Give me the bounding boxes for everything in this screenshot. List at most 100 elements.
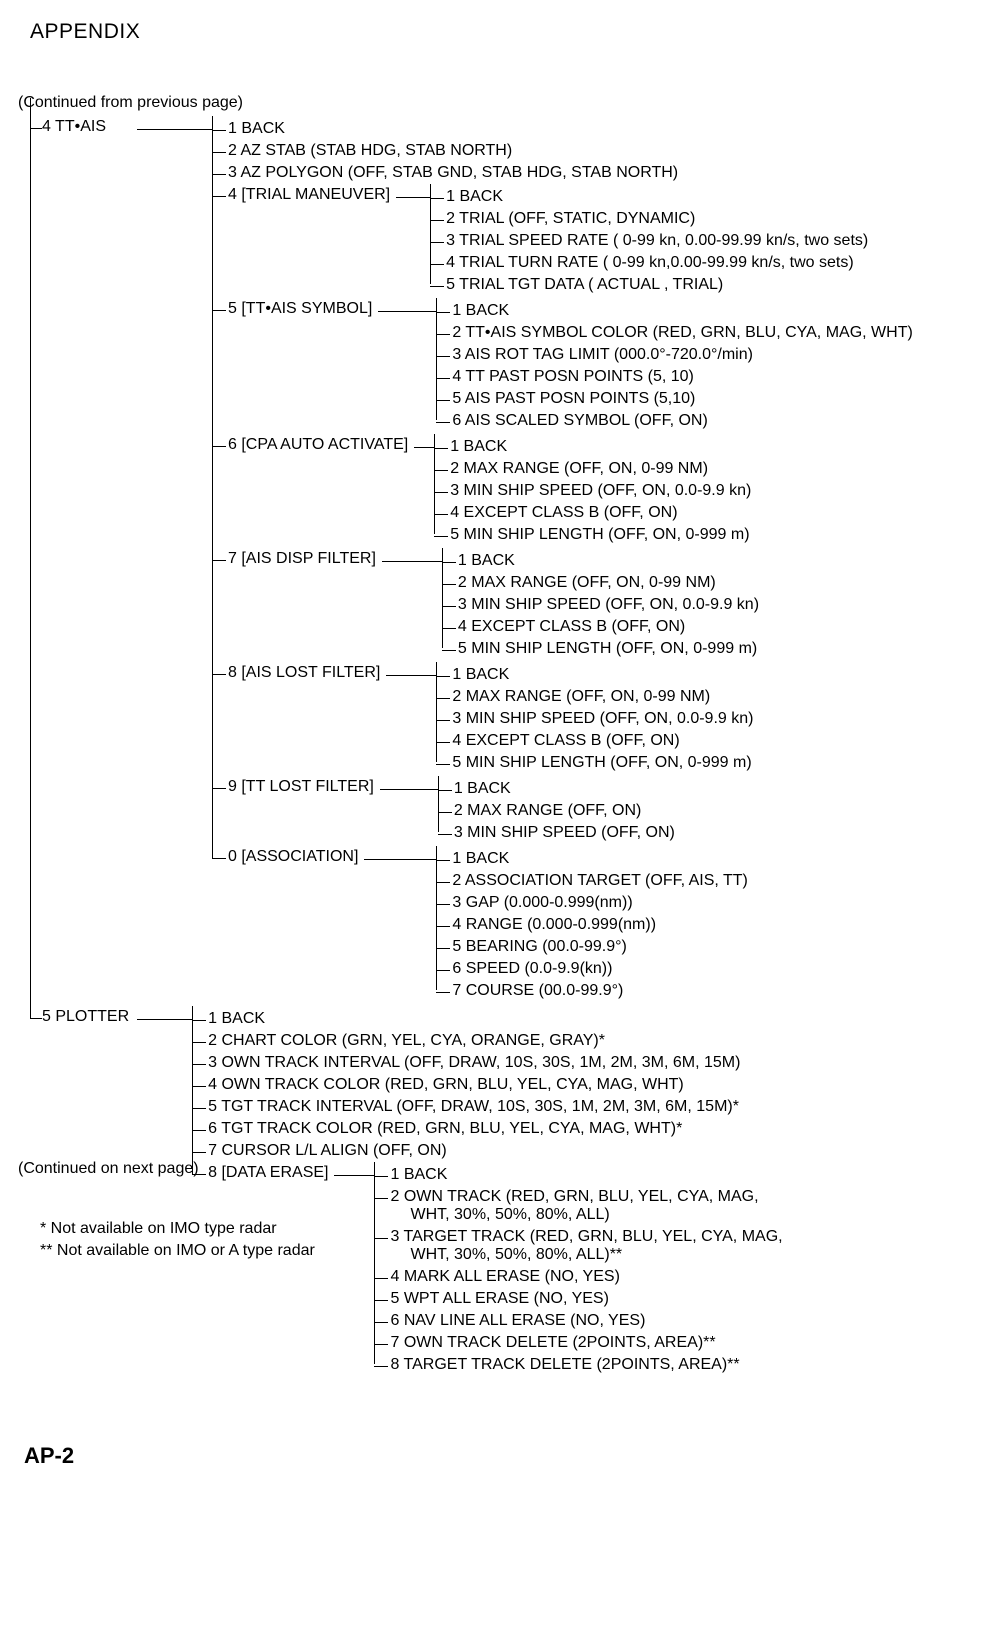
- tree-item: 3 OWN TRACK INTERVAL (OFF, DRAW, 10S, 30…: [208, 1052, 782, 1074]
- tree-leaf: 1 BACK: [452, 302, 912, 320]
- tree-item: 1 BACK: [458, 550, 759, 572]
- tree-item: 2 MAX RANGE (OFF, ON): [454, 800, 675, 822]
- tree-connector: [386, 664, 436, 676]
- tree-item: 3 TRIAL SPEED RATE ( 0-99 kn, 0.00-99.99…: [446, 230, 868, 252]
- tree-leaf: 2 ASSOCIATION TARGET (OFF, AIS, TT): [452, 872, 747, 890]
- tree-root-label: 5 PLOTTER: [42, 1008, 137, 1026]
- tree-item: 0 [ASSOCIATION]1 BACK2 ASSOCIATION TARGE…: [228, 846, 913, 1004]
- tree-leaf: 4 RANGE (0.000-0.999(nm)): [452, 916, 747, 934]
- tree-item: 7 [AIS DISP FILTER]1 BACK2 MAX RANGE (OF…: [228, 548, 913, 662]
- tree-branch-label: 8 [AIS LOST FILTER]: [228, 664, 386, 682]
- tree-item: 3 AZ POLYGON (OFF, STAB GND, STAB HDG, S…: [228, 162, 913, 184]
- tree-item: 2 MAX RANGE (OFF, ON, 0-99 NM): [452, 686, 753, 708]
- tree-leaf: 4 EXCEPT CLASS B (OFF, ON): [452, 732, 753, 750]
- tree-leaf: 2 MAX RANGE (OFF, ON, 0-99 NM): [452, 688, 753, 706]
- tree-item: 1 BACK: [450, 436, 751, 458]
- tree-children: 1 BACK 2 AZ STAB (STAB HDG, STAB NORTH) 3 …: [212, 118, 913, 1004]
- tree-leaf: 7 COURSE (00.0-99.9°): [452, 982, 747, 1000]
- tree-item: 4 RANGE (0.000-0.999(nm)): [452, 914, 747, 936]
- tree-item: 2 AZ STAB (STAB HDG, STAB NORTH): [228, 140, 913, 162]
- tree-item: 5 AIS PAST POSN POINTS (5,10): [452, 388, 912, 410]
- tree-leaf: 6 SPEED (0.0-9.9(kn)): [452, 960, 747, 978]
- tree-leaf: 2 TT•AIS SYMBOL COLOR (RED, GRN, BLU, CY…: [452, 324, 912, 342]
- tree-connector: [137, 118, 212, 130]
- tree-leaf: 6 AIS SCALED SYMBOL (OFF, ON): [452, 412, 912, 430]
- tree-leaf: 3 TRIAL SPEED RATE ( 0-99 kn, 0.00-99.99…: [446, 232, 868, 250]
- tree-item: 2 TT•AIS SYMBOL COLOR (RED, GRN, BLU, CY…: [452, 322, 912, 344]
- tree-item: 5 MIN SHIP LENGTH (OFF, ON, 0-999 m): [458, 638, 759, 660]
- tree-item: 2 TRIAL (OFF, STATIC, DYNAMIC): [446, 208, 868, 230]
- tree-branch-label: 6 [CPA AUTO ACTIVATE]: [228, 436, 414, 454]
- tree-item: 1 BACK: [452, 300, 912, 322]
- continued-from-label: (Continued from previous page): [18, 94, 958, 112]
- tree-item: 5 TGT TRACK INTERVAL (OFF, DRAW, 10S, 30…: [208, 1096, 782, 1118]
- tree-leaf: 3 MIN SHIP SPEED (OFF, ON, 0.0-9.9 kn): [450, 482, 751, 500]
- tree-item: 3 MIN SHIP SPEED (OFF, ON, 0.0-9.9 kn): [458, 594, 759, 616]
- tree-connector: [380, 778, 438, 790]
- tree-leaf: 5 MIN SHIP LENGTH (OFF, ON, 0-999 m): [458, 640, 759, 658]
- tree-item: 6 SPEED (0.0-9.9(kn)): [452, 958, 747, 980]
- tree-leaf: 1 BACK: [450, 438, 751, 456]
- tree-leaf: 2 MAX RANGE (OFF, ON, 0-99 NM): [450, 460, 751, 478]
- tree-branch-row: 4 [TRIAL MANEUVER] 1 BACK2 TRIAL (OFF, ST…: [228, 186, 913, 296]
- tree-root-row: 4 TT•AIS 1 BACK 2 AZ STAB (STAB HDG, STAB …: [42, 118, 958, 1004]
- tree-leaf: 5 TRIAL TGT DATA ( ACTUAL , TRIAL): [446, 276, 868, 294]
- tree-branch-label: 5 [TT•AIS SYMBOL]: [228, 300, 378, 318]
- tree-item: 3 AIS ROT TAG LIMIT (000.0°-720.0°/min): [452, 344, 912, 366]
- tree-item: 9 [TT LOST FILTER] 1 BACK 2 MAX RANGE (OFF…: [228, 776, 913, 846]
- tree-children: 1 BACK 2 ASSOCIATION TARGET (OFF, AIS, TT…: [436, 848, 747, 1002]
- tree-root-item: 4 TT•AIS 1 BACK 2 AZ STAB (STAB HDG, STAB …: [42, 116, 958, 1006]
- tree-item: 5 [TT•AIS SYMBOL] 1 BACK 2 TT•AIS SYMBOL C…: [228, 298, 913, 434]
- tree-children: 1 BACK 2 TT•AIS SYMBOL COLOR (RED, GRN, B…: [436, 300, 912, 432]
- tree-item: 7 COURSE (00.0-99.9°): [452, 980, 747, 1002]
- tree-item: 4 TT PAST POSN POINTS (5, 10): [452, 366, 912, 388]
- tree-children: 1 BACK 2 MAX RANGE (OFF, ON) 3 MIN SHIP SP…: [438, 778, 675, 844]
- tree-item: 2 ASSOCIATION TARGET (OFF, AIS, TT): [452, 870, 747, 892]
- tree-children: 1 BACK 2 MAX RANGE (OFF, ON, 0-99 NM) 3 MI…: [434, 436, 751, 546]
- tree-item: 5 TRIAL TGT DATA ( ACTUAL , TRIAL): [446, 274, 868, 296]
- footnote-2: ** Not available on IMO or A type radar: [40, 1240, 315, 1262]
- tree-leaf: 3 AZ POLYGON (OFF, STAB GND, STAB HDG, S…: [228, 164, 913, 182]
- tree-leaf: 1 BACK: [452, 850, 747, 868]
- tree-item: 5 MIN SHIP LENGTH (OFF, ON, 0-999 m): [452, 752, 753, 774]
- tree-leaf: 3 MIN SHIP SPEED (OFF, ON): [454, 824, 675, 842]
- tree-leaf: 2 AZ STAB (STAB HDG, STAB NORTH): [228, 142, 913, 160]
- tree-item: 5 MIN SHIP LENGTH (OFF, ON, 0-999 m): [450, 524, 751, 546]
- tree-branch-label: 9 [TT LOST FILTER]: [228, 778, 380, 796]
- tree-leaf: 1 BACK: [208, 1010, 782, 1028]
- tree-leaf: 4 TT PAST POSN POINTS (5, 10): [452, 368, 912, 386]
- tree-leaf: 1 BACK: [454, 780, 675, 798]
- tree-item: 4 OWN TRACK COLOR (RED, GRN, BLU, YEL, C…: [208, 1074, 782, 1096]
- tree-item: 4 EXCEPT CLASS B (OFF, ON): [452, 730, 753, 752]
- tree-leaf: 6 TGT TRACK COLOR (RED, GRN, BLU, YEL, C…: [208, 1120, 782, 1138]
- tree-item: 4 TRIAL TURN RATE ( 0-99 kn,0.00-99.99 k…: [446, 252, 868, 274]
- tree-item: 8 [AIS LOST FILTER] 1 BACK 2 MAX RANGE (OF…: [228, 662, 913, 776]
- tree-leaf: 5 BEARING (00.0-99.9°): [452, 938, 747, 956]
- tree-branch-row: 9 [TT LOST FILTER] 1 BACK 2 MAX RANGE (OFF…: [228, 778, 913, 844]
- tree-item: 4 [TRIAL MANEUVER] 1 BACK2 TRIAL (OFF, ST…: [228, 184, 913, 298]
- tree-item: 2 MAX RANGE (OFF, ON, 0-99 NM): [450, 458, 751, 480]
- tree-children: 1 BACK2 MAX RANGE (OFF, ON, 0-99 NM)3 MI…: [436, 664, 753, 774]
- tree-leaf: 5 TGT TRACK INTERVAL (OFF, DRAW, 10S, 30…: [208, 1098, 782, 1116]
- continued-to-label: (Continued on next page): [18, 1160, 315, 1178]
- tree-leaf: 3 GAP (0.000-0.999(nm)): [452, 894, 747, 912]
- tree-item: 3 GAP (0.000-0.999(nm)): [452, 892, 747, 914]
- tree-root-label: 4 TT•AIS: [42, 118, 137, 136]
- tree-branch-label: 4 [TRIAL MANEUVER]: [228, 186, 396, 204]
- tree-leaf: 4 OWN TRACK COLOR (RED, GRN, BLU, YEL, C…: [208, 1076, 782, 1094]
- tree-leaf: 1 BACK: [458, 552, 759, 570]
- tree-leaf: 1 BACK: [452, 666, 753, 684]
- tree-children: 1 BACK2 TRIAL (OFF, STATIC, DYNAMIC)3 TR…: [430, 186, 868, 296]
- tree-item: 3 MIN SHIP SPEED (OFF, ON, 0.0-9.9 kn): [450, 480, 751, 502]
- tree-item: 6 [CPA AUTO ACTIVATE] 1 BACK 2 MAX RANGE (…: [228, 434, 913, 548]
- tree-branch-row: 8 [AIS LOST FILTER] 1 BACK 2 MAX RANGE (OF…: [228, 664, 913, 774]
- tree-leaf: 5 MIN SHIP LENGTH (OFF, ON, 0-999 m): [452, 754, 753, 772]
- tree-children: 1 BACK2 MAX RANGE (OFF, ON, 0-99 NM)3 MI…: [442, 550, 759, 660]
- tree-item: 6 AIS SCALED SYMBOL (OFF, ON): [452, 410, 912, 432]
- appendix-title: APPENDIX: [30, 20, 958, 44]
- tree-branch-row: 0 [ASSOCIATION]1 BACK2 ASSOCIATION TARGE…: [228, 848, 913, 1002]
- tree-item: 1 BACK: [228, 118, 913, 140]
- tree-item: 1 BACK: [208, 1008, 782, 1030]
- tree-leaf: 4 EXCEPT CLASS B (OFF, ON): [458, 618, 759, 636]
- tree-branch-row: 6 [CPA AUTO ACTIVATE] 1 BACK 2 MAX RANGE (…: [228, 436, 913, 546]
